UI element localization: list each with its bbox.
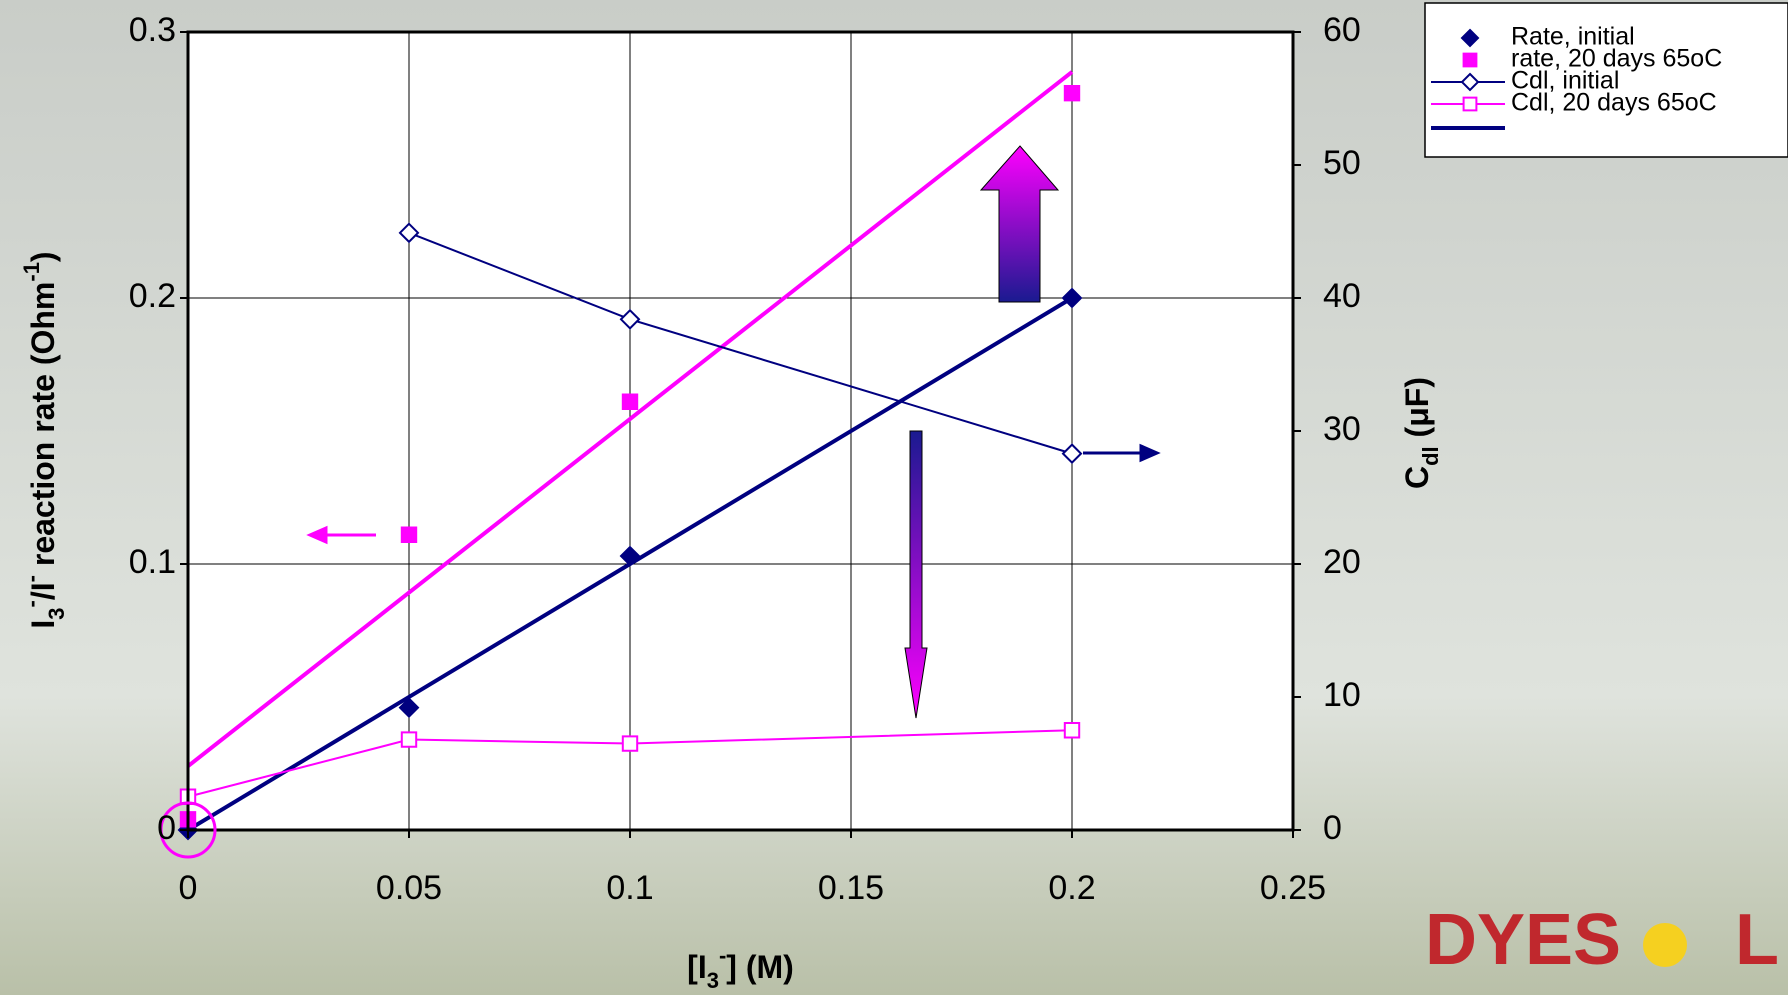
axis-label-part: reaction rate (Ohm	[25, 282, 61, 575]
annotation-circle	[159, 801, 217, 859]
axis-label-part: -	[19, 600, 44, 607]
axis-label-part: -	[19, 575, 44, 582]
legend-label: Cdl, 20 days 65oC	[1511, 89, 1717, 117]
axis-label-part: )	[25, 251, 61, 262]
y2-tick-label: 10	[1323, 676, 1361, 714]
trendline	[186, 70, 1074, 768]
axis-label-part: C	[1399, 466, 1435, 489]
data-point	[398, 697, 420, 719]
axis-label-part: -	[719, 943, 726, 968]
annotation-arrow	[979, 145, 1060, 303]
data-point	[619, 545, 641, 567]
y-tick-label: 0.2	[129, 277, 176, 315]
y-tick-label: 0.3	[129, 11, 176, 49]
y2-tick-label: 50	[1323, 144, 1361, 182]
data-point	[1063, 722, 1081, 739]
axis-label-part: I	[25, 620, 61, 629]
data-point	[621, 393, 639, 410]
x-tick-label: 0.25	[1260, 869, 1326, 907]
axis-label-part: 3	[707, 968, 719, 993]
x-tick-label: 0.1	[606, 869, 653, 907]
axis-label-part: [I	[687, 949, 707, 985]
axis-label: [I3-] (M)	[687, 943, 794, 993]
y2-tick-label: 0	[1323, 809, 1342, 847]
axis-label-part: ] (M)	[726, 949, 794, 985]
data-point	[1063, 84, 1081, 102]
data-point	[621, 735, 639, 752]
data-point	[1061, 443, 1083, 465]
data-point	[400, 731, 418, 748]
logo: DYES L	[1425, 900, 1779, 980]
axis-label-part: dl	[1418, 446, 1443, 466]
axis-label-part: /I	[25, 582, 61, 600]
legend-box	[1424, 2, 1788, 158]
legend-marker	[1462, 96, 1478, 112]
logo-sun	[1643, 923, 1687, 967]
x-tick-label: 0.15	[818, 869, 884, 907]
y-tick-label: 0.1	[129, 543, 176, 581]
data-point	[400, 526, 418, 543]
legend-label: Rate, initial	[1511, 23, 1635, 51]
x-tick-label: 0.2	[1048, 869, 1095, 907]
x-tick-label: 0	[179, 869, 198, 907]
legend-marker	[1460, 72, 1480, 92]
logo-text: L	[1735, 900, 1779, 980]
y2-tick-label: 60	[1323, 11, 1361, 49]
annotation-arrow	[1083, 443, 1161, 463]
data-point	[1061, 287, 1083, 309]
legend-marker	[1462, 52, 1478, 68]
series-line	[187, 729, 1073, 798]
plot-area	[188, 32, 1293, 830]
legend-marker	[1460, 28, 1480, 48]
axis-label: I3-/I- reaction rate (Ohm-1)	[19, 251, 69, 628]
y2-tick-label: 30	[1323, 410, 1361, 448]
x-tick-label: 0.05	[376, 869, 442, 907]
legend-label: Cdl, initial	[1511, 67, 1619, 95]
axis-label-part: 3	[44, 607, 69, 619]
logo-text: DYES	[1425, 900, 1621, 980]
axis-label: Cdl (μF)	[1399, 377, 1443, 489]
data-point	[398, 222, 420, 244]
axis-label-part: (μF)	[1399, 377, 1435, 446]
annotation-arrow	[904, 430, 928, 719]
legend-label: rate, 20 days 65oC	[1511, 45, 1722, 73]
annotation-arrow	[306, 525, 376, 545]
y-tick-label: 0	[157, 809, 176, 847]
y2-tick-label: 20	[1323, 543, 1361, 581]
axis-label-part: -1	[19, 262, 44, 282]
data-point	[619, 308, 641, 330]
y2-tick-label: 40	[1323, 277, 1361, 315]
